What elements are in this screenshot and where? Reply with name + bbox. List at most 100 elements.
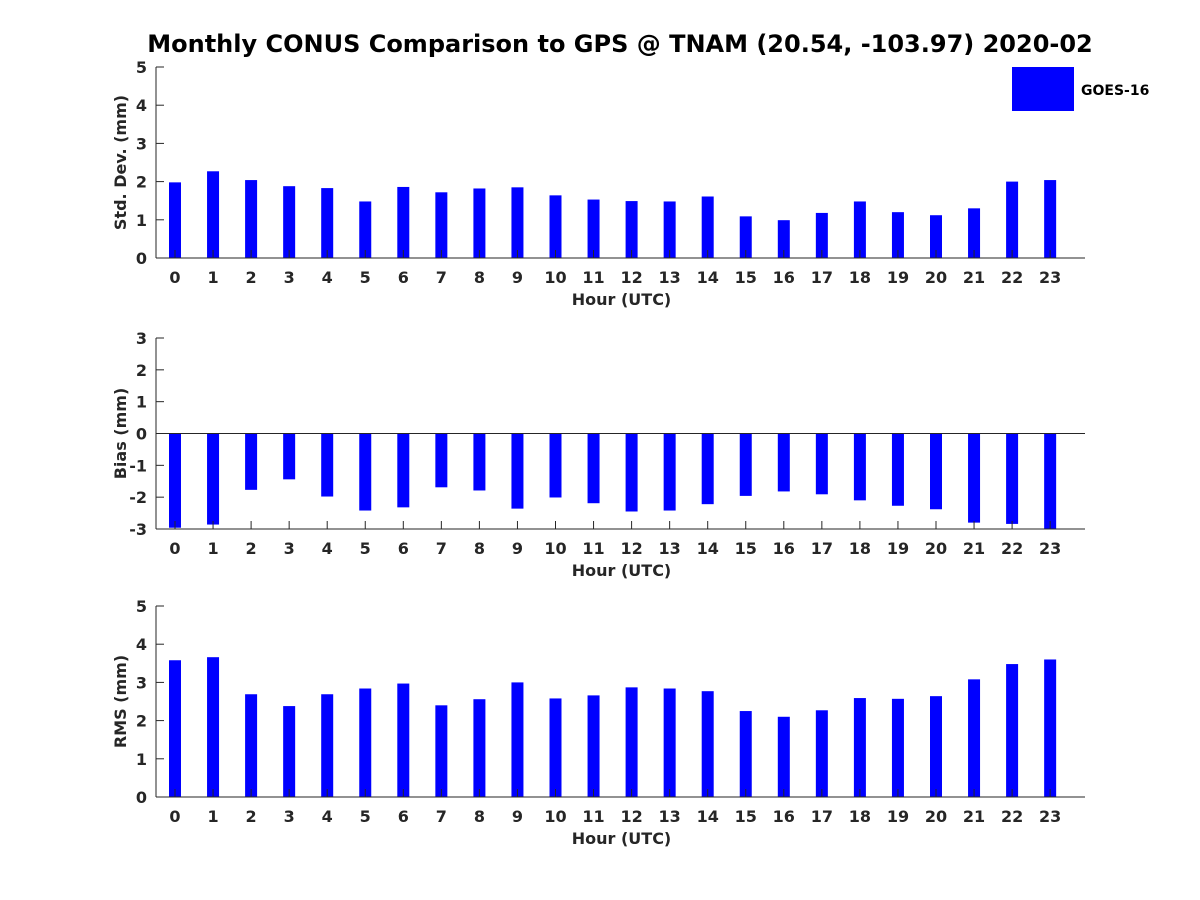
x-tick-label: 12 [620,539,642,558]
x-tick-label: 14 [697,539,719,558]
bar-0-9 [511,187,524,258]
x-tick-label: 0 [169,807,180,826]
bar-1-21 [968,433,981,523]
x-tick-label: 8 [474,807,485,826]
x-tick-label: 4 [322,268,333,287]
x-tick-label: 1 [207,268,218,287]
x-tick-label: 6 [398,807,409,826]
y-tick-label: 5 [136,597,147,616]
y-tick-label: 1 [136,211,147,230]
bar-1-22 [1006,433,1019,524]
x-tick-label: 4 [322,807,333,826]
chart-title: Monthly CONUS Comparison to GPS @ TNAM (… [147,30,1093,58]
bar-0-8 [473,188,486,258]
x-tick-label: 22 [1001,539,1023,558]
bar-1-10 [549,433,562,498]
x-tick-label: 17 [811,807,833,826]
y-tick-label: -1 [129,456,147,475]
bar-0-7 [435,192,448,258]
y-tick-label: 0 [136,788,147,807]
y-tick-label: 3 [136,329,147,348]
x-tick-label: 8 [474,539,485,558]
bar-1-2 [245,433,258,490]
bar-2-10 [549,698,562,797]
x-tick-label: 12 [620,268,642,287]
bar-2-9 [511,682,524,797]
bar-2-4 [321,694,334,797]
legend-swatch [1012,67,1074,111]
x-tick-label: 15 [735,539,757,558]
x-tick-label: 10 [544,268,566,287]
bar-1-13 [663,433,676,511]
bar-2-22 [1006,664,1019,797]
bar-2-8 [473,699,486,797]
bar-2-0 [169,660,181,797]
x-tick-label: 15 [735,807,757,826]
x-tick-label: 22 [1001,268,1023,287]
y-tick-label: 1 [136,393,147,412]
x-tick-label: 1 [207,539,218,558]
y-tick-label: -3 [129,520,147,539]
y-tick-label: 5 [136,58,147,77]
bar-0-15 [739,216,752,258]
x-tick-label: 7 [436,539,447,558]
x-tick-label: 10 [544,807,566,826]
x-tick-label: 3 [284,539,295,558]
bar-2-15 [739,711,752,797]
x-tick-label: 19 [887,539,909,558]
x-tick-label: 20 [925,268,947,287]
bar-1-15 [739,433,752,496]
bar-0-6 [397,186,410,258]
bar-0-22 [1006,181,1019,258]
y-tick-label: 3 [136,134,147,153]
x-tick-label: 7 [436,268,447,287]
x-tick-label: 6 [398,268,409,287]
bar-2-20 [930,696,942,797]
bar-0-19 [891,212,904,258]
x-tick-label: 17 [811,539,833,558]
x-tick-label: 18 [849,539,871,558]
x-tick-label: 2 [246,539,257,558]
bar-0-11 [587,199,600,258]
x-tick-label: 18 [849,268,871,287]
bar-2-17 [815,710,828,797]
bar-0-21 [968,208,981,258]
bar-1-17 [815,433,828,495]
x-tick-label: 20 [925,539,947,558]
x-tick-label: 17 [811,268,833,287]
x-tick-label: 23 [1039,268,1061,287]
bar-0-14 [701,196,714,258]
x-tick-label: 13 [659,807,681,826]
x-tick-label: 6 [398,539,409,558]
y-tick-label: 2 [136,712,147,731]
x-tick-label: 18 [849,807,871,826]
x-tick-label: 21 [963,539,985,558]
x-tick-label: 16 [773,807,795,826]
x-tick-label: 11 [582,539,604,558]
bar-1-4 [321,433,334,497]
bar-0-2 [245,180,258,258]
bar-1-19 [891,433,904,506]
y-axis-title: RMS (mm) [111,655,130,748]
x-tick-label: 21 [963,807,985,826]
y-tick-label: 0 [136,249,147,268]
bar-0-18 [853,201,866,258]
bar-2-2 [245,694,258,797]
bar-0-23 [1044,180,1057,258]
bar-0-20 [930,215,942,258]
x-tick-label: 9 [512,268,523,287]
x-tick-label: 23 [1039,807,1061,826]
x-tick-label: 11 [582,268,604,287]
y-axis-title: Std. Dev. (mm) [111,95,130,230]
legend-label: GOES-16 [1081,83,1149,99]
bar-0-10 [549,195,562,258]
bar-0-1 [207,171,220,258]
x-tick-label: 12 [620,807,642,826]
x-tick-label: 16 [773,268,795,287]
bar-1-20 [930,433,942,510]
x-tick-label: 5 [360,539,371,558]
bar-0-4 [321,188,334,258]
y-tick-label: -2 [129,488,147,507]
x-axis-title: Hour (UTC) [572,290,672,309]
